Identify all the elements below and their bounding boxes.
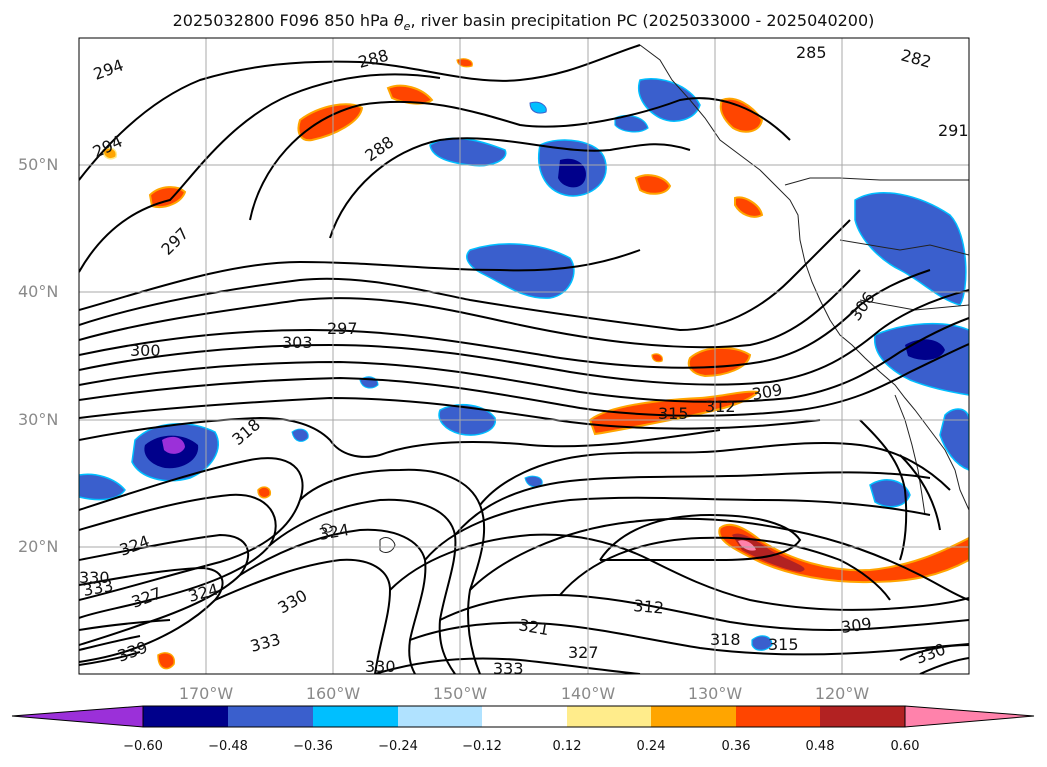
negative-precip-blobs xyxy=(79,78,969,651)
lat-label: 20°N xyxy=(18,537,59,556)
lon-label: 140°W xyxy=(560,684,616,703)
colorbar-tick: −0.48 xyxy=(208,739,248,754)
colorbar-tick: −0.60 xyxy=(123,739,163,754)
lat-label: 50°N xyxy=(18,155,59,174)
colorbar-segment xyxy=(228,706,313,727)
colorbar-segment xyxy=(567,706,651,727)
title-symbol: θ xyxy=(393,11,404,30)
map-frame xyxy=(78,37,970,675)
colorbar-segment xyxy=(651,706,736,727)
lon-label: 160°W xyxy=(305,684,361,703)
contour-label: 318 xyxy=(710,630,741,649)
colorbar-tick: 0.24 xyxy=(636,739,666,754)
colorbar-tick: 0.48 xyxy=(805,739,835,754)
colorbar-segment xyxy=(313,706,398,727)
colorbar-tick: 0.12 xyxy=(552,739,582,754)
lat-label: 30°N xyxy=(18,410,59,429)
lon-label: 130°W xyxy=(687,684,743,703)
contour-label: 315 xyxy=(658,404,689,423)
lon-label: 120°W xyxy=(814,684,870,703)
colorbar-segment xyxy=(398,706,482,727)
colorbar-segment xyxy=(143,706,228,727)
lon-label: 170°W xyxy=(178,684,234,703)
colorbar-max-extension xyxy=(904,705,1035,728)
colorbar-frame xyxy=(142,705,906,728)
contour-label: 312 xyxy=(705,397,736,416)
title-suffix: , river basin precipitation PC (20250330… xyxy=(410,11,875,30)
contour-label: 330 xyxy=(79,568,110,587)
contour-label: 330 xyxy=(365,657,396,676)
title-subscript: e xyxy=(403,20,411,34)
contour-label: 300 xyxy=(130,341,161,360)
contour-label: 297 xyxy=(327,319,358,338)
colorbar-segment xyxy=(820,706,905,727)
colorbar-tick: 0.36 xyxy=(721,739,751,754)
theta-e-contours xyxy=(79,44,969,674)
colorbar-segment xyxy=(482,706,567,727)
contour-label: 303 xyxy=(282,333,313,352)
contour-label: 327 xyxy=(568,643,599,662)
contour-label: 312 xyxy=(633,596,665,618)
colorbar-segment xyxy=(736,706,820,727)
figure-title: 2025032800 F096 850 hPa θe, river basin … xyxy=(0,11,1047,33)
colorbar-tick: −0.12 xyxy=(462,739,502,754)
contour-label: 315 xyxy=(768,635,799,654)
colorbar-tick: −0.24 xyxy=(378,739,418,754)
contour-label: 285 xyxy=(796,43,827,62)
graticule xyxy=(79,38,969,674)
lon-label: 150°W xyxy=(432,684,488,703)
colorbar xyxy=(11,705,1035,728)
lat-label: 40°N xyxy=(18,282,59,301)
colorbar-min-extension xyxy=(11,705,144,728)
colorbar-tick: 0.60 xyxy=(890,739,920,754)
contour-label: 333 xyxy=(493,659,524,678)
colorbar-tick: −0.36 xyxy=(293,739,333,754)
contour-label: 291 xyxy=(938,121,969,140)
title-prefix: 2025032800 F096 850 hPa xyxy=(172,11,394,30)
contour-label: 309 xyxy=(840,614,873,637)
